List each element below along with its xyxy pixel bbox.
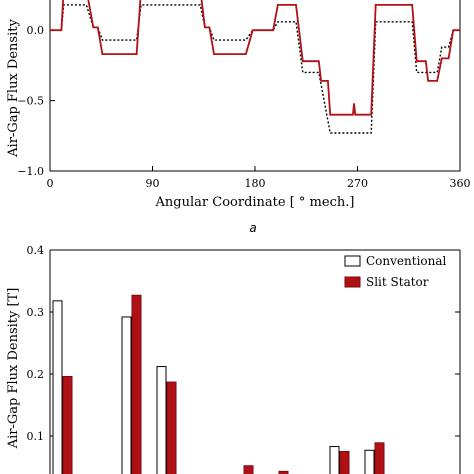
line-x-axis-label: Angular Coordinate [ ° mech.] bbox=[155, 195, 355, 210]
line-y-tick-label: −0.5 bbox=[17, 95, 44, 108]
bar-chart-panel: 0.1 0.2 0.3 0.4 Air-Gap Flux Density [T] Co… bbox=[6, 244, 461, 474]
bar-y-tick-label: 0.1 bbox=[27, 430, 45, 443]
legend-swatch-slit-stator bbox=[344, 276, 361, 288]
slit-stator-line bbox=[50, 0, 460, 116]
bar-conventional bbox=[329, 446, 340, 474]
legend-swatch-conventional bbox=[344, 255, 361, 267]
bar-slit-stator bbox=[374, 442, 385, 474]
line-x-tick-label: 180 bbox=[245, 177, 266, 190]
line-ticks: 0 90 180 270 360 0.0 −0.5 −1.0 bbox=[17, 24, 470, 190]
line-chart-panel-a: 0 90 180 270 360 0.0 −0.5 −1.0 Air-Gap Flux Den… bbox=[6, 0, 471, 235]
bar-slit-stator bbox=[339, 451, 350, 474]
bar-slit-stator bbox=[131, 294, 142, 474]
bar-y-tick-label: 0.4 bbox=[27, 244, 45, 257]
bar-slit-stator bbox=[243, 465, 254, 474]
panel-label-a: a bbox=[249, 221, 256, 235]
legend: Conventional Slit Stator bbox=[344, 254, 447, 289]
bar-slit-stator bbox=[62, 375, 73, 474]
bar-conventional bbox=[52, 300, 63, 474]
line-x-tick-label: 90 bbox=[146, 177, 160, 190]
legend-label-slit-stator: Slit Stator bbox=[366, 275, 429, 289]
line-y-tick-label: −1.0 bbox=[17, 165, 44, 178]
bar-series-group bbox=[52, 294, 385, 474]
bar-ticks: 0.1 0.2 0.3 0.4 bbox=[27, 244, 460, 443]
bar-conventional bbox=[121, 316, 132, 474]
line-y-tick-label: 0.0 bbox=[27, 24, 45, 37]
bar-conventional bbox=[364, 449, 375, 474]
bar-conventional bbox=[156, 366, 167, 474]
line-x-tick-label: 360 bbox=[450, 177, 471, 190]
line-x-tick-label: 270 bbox=[347, 177, 368, 190]
line-y-axis-label: Air-Gap Flux Density bbox=[6, 19, 21, 158]
bar-slit-stator bbox=[166, 381, 177, 474]
bar-y-axis-label: Air-Gap Flux Density [T] bbox=[6, 288, 21, 450]
conventional-line bbox=[50, 4, 460, 134]
line-x-tick-label: 0 bbox=[47, 177, 54, 190]
bar-y-tick-label: 0.3 bbox=[27, 306, 45, 319]
bar-y-tick-label: 0.2 bbox=[27, 368, 45, 381]
legend-label-conventional: Conventional bbox=[366, 254, 447, 268]
line-plot-area bbox=[49, 0, 461, 172]
line-series-group bbox=[50, 0, 460, 134]
